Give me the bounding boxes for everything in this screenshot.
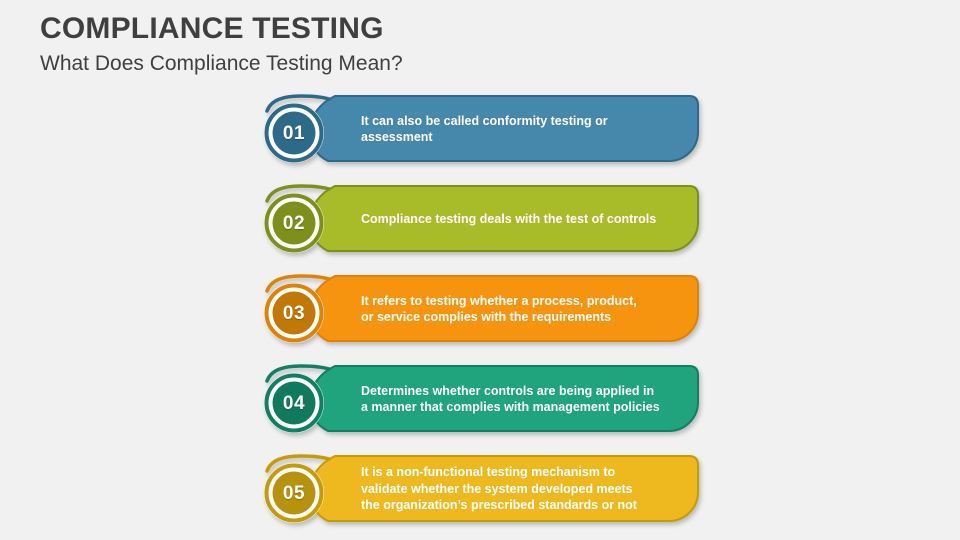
banner-text: Compliance testing deals with the test o… <box>361 211 657 226</box>
number-badge: 05 <box>282 483 306 504</box>
banner-text: It is a non-functional testing mechanism… <box>361 465 637 513</box>
banner-text: Determines whether controls are being ap… <box>361 383 660 415</box>
banner-text: It can also be called conformity testing… <box>361 113 608 145</box>
banner-list: 01 It can also be called conformity test… <box>257 94 703 523</box>
list-item: 04 Determines whether controls are being… <box>257 364 703 433</box>
number-badge: 01 <box>282 123 306 144</box>
banner-text-wrap: It refers to testing whether a process, … <box>361 275 689 343</box>
list-item: 02 Compliance testing deals with the tes… <box>257 184 703 253</box>
page-subtitle: What Does Compliance Testing Mean? <box>40 52 403 75</box>
looped-ribbon-shape <box>264 184 699 253</box>
banner-text-wrap: Determines whether controls are being ap… <box>361 365 689 433</box>
number-badge: 02 <box>282 213 306 234</box>
looped-ribbon-shape <box>264 274 699 343</box>
looped-ribbon-shape <box>264 364 699 433</box>
list-item: 05 It is a non-functional testing mechan… <box>257 454 703 523</box>
banner-text-wrap: It can also be called conformity testing… <box>361 95 689 163</box>
number-badge: 04 <box>282 393 306 414</box>
list-item: 03 It refers to testing whether a proces… <box>257 274 703 343</box>
banner-text-wrap: It is a non-functional testing mechanism… <box>361 455 689 523</box>
banner-text-wrap: Compliance testing deals with the test o… <box>361 185 689 253</box>
list-item: 01 It can also be called conformity test… <box>257 94 703 163</box>
page-title: COMPLIANCE TESTING <box>40 12 384 45</box>
looped-ribbon-shape <box>264 94 699 163</box>
banner-text: It refers to testing whether a process, … <box>361 293 637 325</box>
looped-ribbon-shape <box>264 454 699 523</box>
number-badge: 03 <box>282 303 306 324</box>
slide-header: COMPLIANCE TESTING What Does Compliance … <box>40 12 403 76</box>
